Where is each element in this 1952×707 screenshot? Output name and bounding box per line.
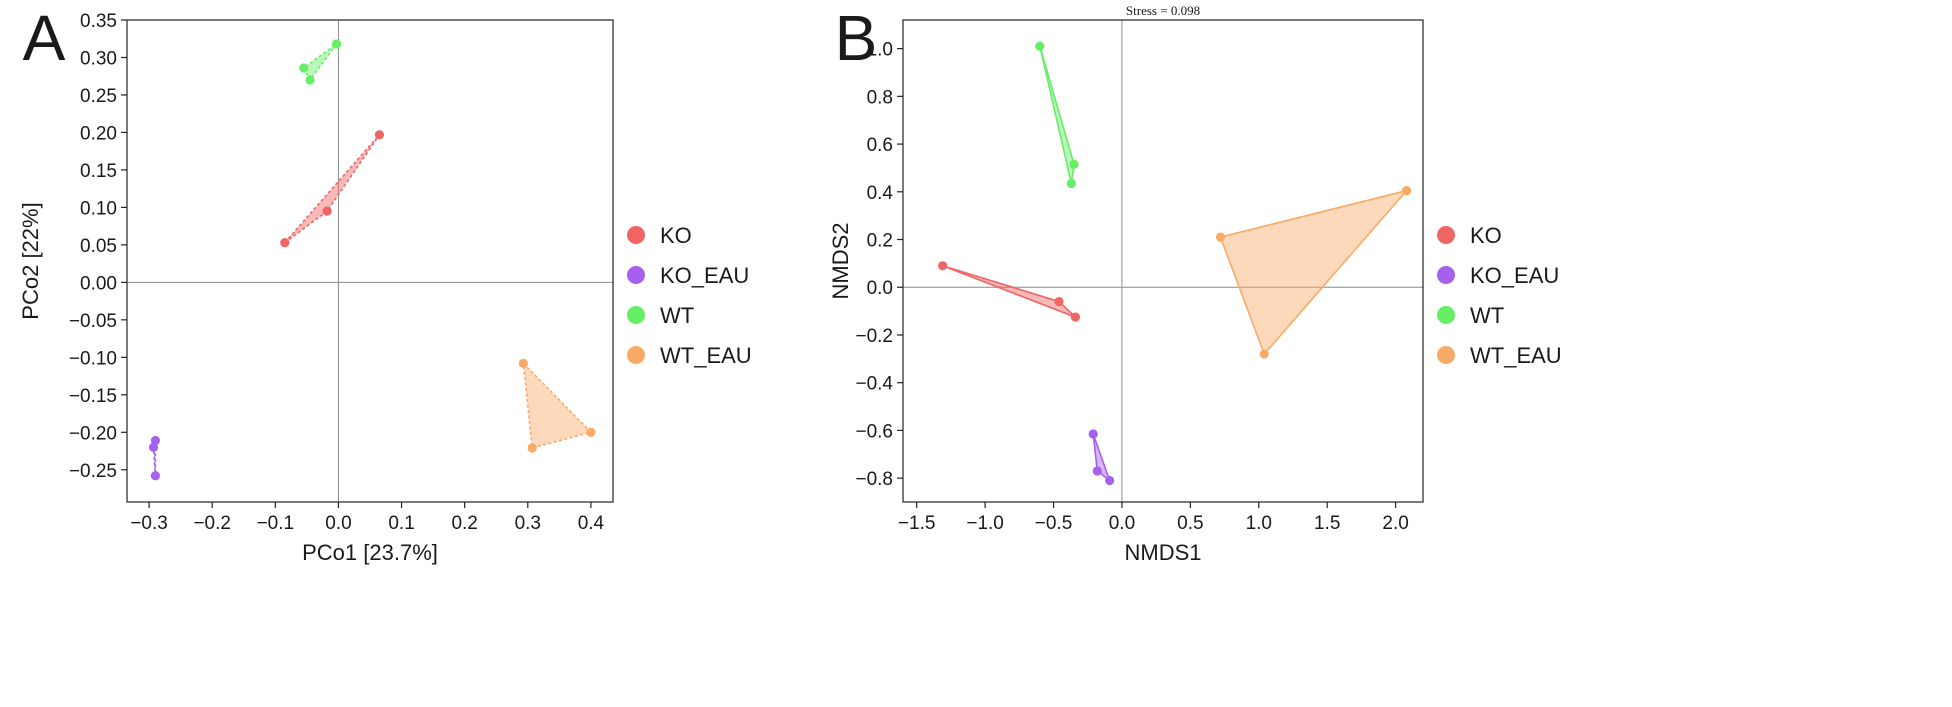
y-axis-label: PCo2 [22%] — [18, 202, 43, 319]
data-point-wt-eau — [518, 358, 528, 368]
data-point-wt-eau — [1259, 349, 1269, 359]
x-tick-label: −0.5 — [1035, 513, 1073, 534]
y-tick-label: −0.6 — [855, 421, 893, 442]
data-point-wt — [299, 63, 309, 73]
legend-label-ko: KO — [1470, 223, 1502, 248]
legend-marker-ko-eau — [627, 266, 645, 284]
y-tick-label: −0.8 — [855, 469, 893, 490]
y-tick-label: 0.15 — [80, 161, 117, 182]
legend-marker-ko — [627, 226, 645, 244]
y-axis-label: NMDS2 — [828, 222, 853, 299]
data-point-ko-eau — [150, 471, 161, 481]
x-tick-label: −0.3 — [130, 513, 168, 534]
hull-ko — [283, 133, 381, 244]
y-tick-label: −0.20 — [69, 423, 117, 444]
hull-wt — [1039, 45, 1075, 185]
y-tick-label: 0.25 — [80, 86, 117, 107]
stress-annotation: Stress = 0.098 — [1126, 3, 1200, 18]
data-point-wt-eau — [586, 427, 596, 437]
y-tick-label: −0.05 — [69, 311, 117, 332]
y-tick-label: −0.10 — [69, 348, 117, 369]
data-point-wt-eau — [1215, 232, 1226, 242]
data-point-wt — [331, 39, 342, 49]
legend-marker-wt — [627, 306, 645, 324]
plot-frame — [126, 19, 614, 503]
hull-wt — [302, 43, 338, 81]
data-point-ko — [938, 261, 948, 271]
hull-wt-eau — [522, 362, 592, 449]
x-tick-label: 0.0 — [325, 513, 351, 534]
hull-wt-eau — [1219, 189, 1408, 355]
x-tick-label: 1.0 — [1246, 513, 1272, 534]
data-point-ko — [374, 130, 385, 140]
y-tick-label: 0.30 — [80, 48, 117, 69]
y-tick-label: 0.4 — [867, 183, 894, 204]
x-axis-label: NMDS1 — [1124, 540, 1201, 565]
data-point-wt — [305, 75, 315, 85]
y-tick-label: −0.2 — [855, 326, 893, 347]
y-tick-label: 0.10 — [80, 198, 117, 219]
y-tick-label: −0.25 — [69, 461, 117, 482]
x-tick-label: 1.5 — [1314, 513, 1340, 534]
x-tick-label: 0.2 — [451, 513, 477, 534]
data-point-ko — [1070, 312, 1081, 322]
legend-label-ko-eau: KO_EAU — [1470, 263, 1559, 288]
x-tick-label: 0.0 — [1109, 513, 1135, 534]
legend-label-ko: KO — [660, 223, 692, 248]
data-point-wt-eau — [527, 443, 537, 453]
x-tick-label: 0.4 — [578, 513, 605, 534]
x-tick-label: 2.0 — [1382, 513, 1408, 534]
legend-label-wt: WT — [660, 303, 694, 328]
y-tick-label: 0.0 — [867, 278, 893, 299]
x-tick-label: 0.5 — [1177, 513, 1203, 534]
hull-ko — [941, 264, 1077, 318]
data-point-ko — [280, 238, 290, 248]
y-tick-label: 0.8 — [867, 87, 893, 108]
legend-marker-wt — [1437, 306, 1455, 324]
data-point-wt-eau — [1401, 186, 1412, 196]
legend-marker-ko-eau — [1437, 266, 1455, 284]
data-point-ko — [1054, 296, 1064, 307]
legend-label-wt-eau: WT_EAU — [660, 343, 752, 368]
y-tick-label: 1.0 — [867, 40, 893, 61]
panel-b-nmds: B Stress = 0.098 −1.5 −1.0 −0.5 0.0 0.5 1.0 1.5 2… — [828, 2, 1562, 565]
x-tick-label: −0.2 — [193, 513, 231, 534]
x-tick-label: 0.1 — [388, 513, 414, 534]
legend-label-wt: WT — [1470, 303, 1504, 328]
plot-frame — [902, 19, 1424, 503]
legend-label-wt-eau: WT_EAU — [1470, 343, 1562, 368]
x-tick-label: −0.1 — [257, 513, 295, 534]
data-point-wt — [1066, 178, 1076, 189]
x-tick-label: 0.3 — [515, 513, 541, 534]
panel-label: A — [23, 2, 66, 74]
x-tick-label: −1.0 — [966, 513, 1004, 534]
data-point-ko-eau — [1092, 466, 1102, 476]
legend-label-ko-eau: KO_EAU — [660, 263, 749, 288]
legend-marker-wt-eau — [627, 346, 645, 364]
panel-a-pcoa: A −0.3 −0.2 −0.1 0.0 0.1 0.2 0.3 0.4 −0.25 −0.20 −0… — [18, 2, 752, 565]
data-point-ko-eau — [1105, 475, 1115, 486]
x-axis-label: PCo1 [23.7%] — [302, 540, 438, 565]
y-tick-label: 0.00 — [80, 273, 117, 294]
y-tick-label: 0.2 — [867, 231, 893, 252]
data-point-ko-eau — [1088, 429, 1098, 439]
data-point-wt — [1035, 41, 1045, 51]
x-tick-label: −1.5 — [898, 513, 936, 534]
y-tick-label: 0.35 — [80, 11, 117, 32]
y-tick-label: −0.15 — [69, 386, 117, 407]
y-tick-label: −0.4 — [855, 374, 893, 395]
y-tick-label: 0.05 — [80, 236, 117, 257]
data-point-ko — [322, 206, 332, 216]
data-point-wt — [1069, 159, 1079, 169]
legend-marker-wt-eau — [1437, 346, 1455, 364]
panel-label: B — [835, 2, 878, 74]
legend-marker-ko — [1437, 226, 1455, 244]
data-point-ko-eau — [148, 442, 159, 452]
y-tick-label: 0.6 — [867, 135, 893, 156]
y-tick-label: 0.20 — [80, 123, 117, 144]
